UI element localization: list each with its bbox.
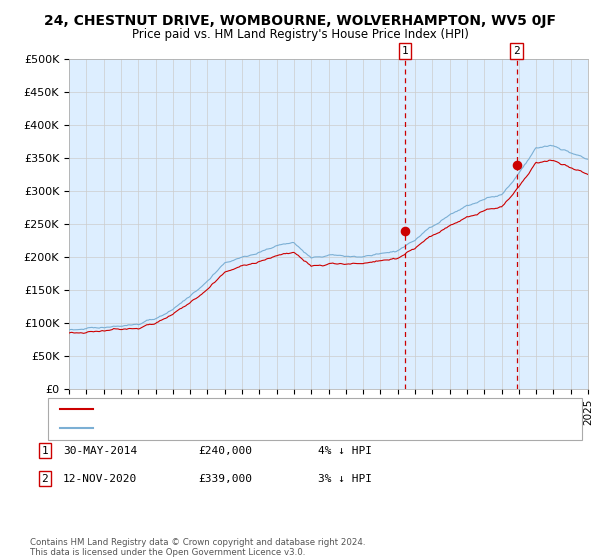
Text: Price paid vs. HM Land Registry's House Price Index (HPI): Price paid vs. HM Land Registry's House …	[131, 28, 469, 41]
Text: £339,000: £339,000	[198, 474, 252, 484]
Text: 3% ↓ HPI: 3% ↓ HPI	[318, 474, 372, 484]
Point	[400, 226, 410, 235]
Text: 30-MAY-2014: 30-MAY-2014	[63, 446, 137, 456]
Text: £240,000: £240,000	[198, 446, 252, 456]
Text: 24, CHESTNUT DRIVE, WOMBOURNE, WOLVERHAMPTON, WV5 0JF (detached house): 24, CHESTNUT DRIVE, WOMBOURNE, WOLVERHAM…	[99, 404, 535, 414]
Text: 24, CHESTNUT DRIVE, WOMBOURNE, WOLVERHAMPTON, WV5 0JF: 24, CHESTNUT DRIVE, WOMBOURNE, WOLVERHAM…	[44, 14, 556, 28]
Text: 12-NOV-2020: 12-NOV-2020	[63, 474, 137, 484]
Text: 1: 1	[401, 46, 408, 56]
Text: Contains HM Land Registry data © Crown copyright and database right 2024.
This d: Contains HM Land Registry data © Crown c…	[30, 538, 365, 557]
Text: 2: 2	[41, 474, 49, 484]
Point	[512, 161, 521, 170]
Text: HPI: Average price, detached house, South Staffordshire: HPI: Average price, detached house, Sout…	[99, 423, 393, 433]
Text: 2: 2	[513, 46, 520, 56]
Text: 4% ↓ HPI: 4% ↓ HPI	[318, 446, 372, 456]
Text: 1: 1	[41, 446, 49, 456]
